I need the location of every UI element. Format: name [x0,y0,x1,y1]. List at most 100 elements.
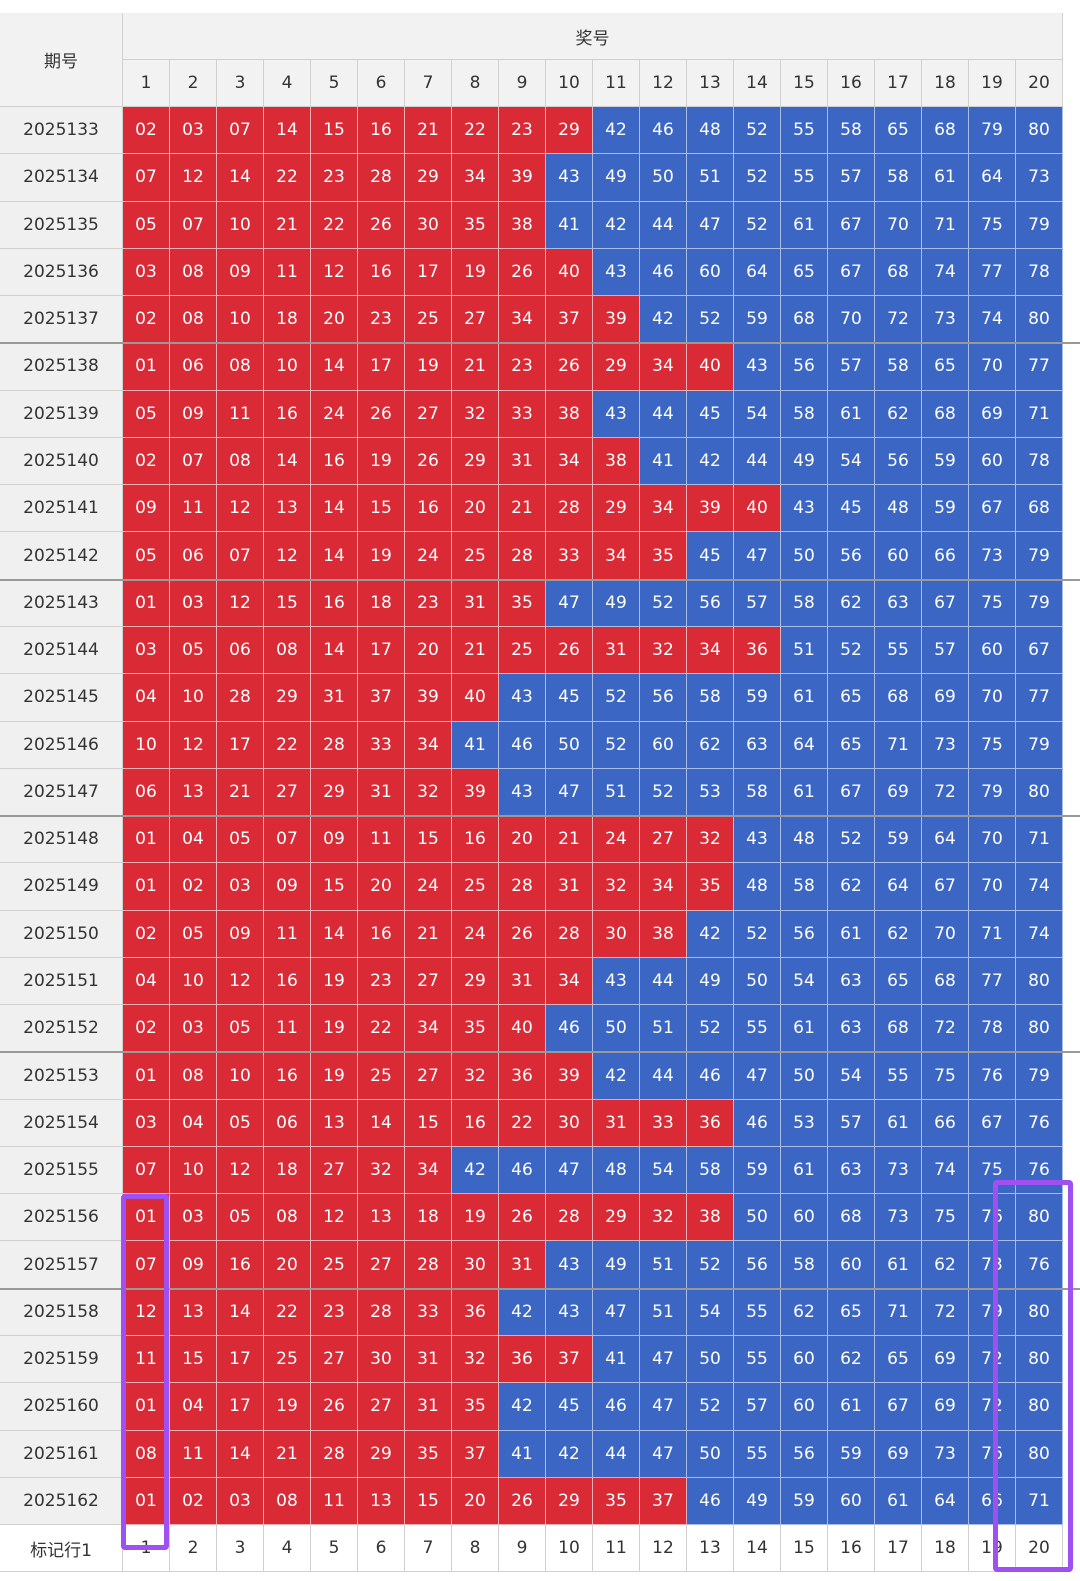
number-cell: 68 [922,390,969,438]
number-cell: 70 [969,343,1016,391]
footer-label: 标记行1 [0,1525,123,1573]
number-cell: 44 [593,1430,640,1478]
number-cell: 44 [734,437,781,486]
number-cell: 40 [546,248,593,297]
number-cell: 73 [875,1194,922,1242]
number-cell: 22 [452,107,499,155]
number-cell: 39 [546,1052,593,1100]
number-cell: 22 [311,201,358,249]
number-cell: 33 [358,721,405,769]
number-cell: 69 [969,390,1016,438]
number-cell: 20 [358,863,405,911]
number-cell: 32 [640,1194,687,1242]
period-cell: 2025146 [0,721,123,769]
number-cell: 33 [405,1288,452,1337]
number-cell: 49 [687,957,734,1006]
number-cell: 56 [781,910,828,958]
number-cell: 23 [311,154,358,202]
number-cell: 63 [828,957,875,1006]
number-cell: 17 [217,1336,264,1384]
number-cell: 52 [828,816,875,864]
number-cell: 72 [969,1383,1016,1431]
number-cell: 73 [922,296,969,344]
number-cell: 32 [593,863,640,911]
number-cell: 14 [264,107,311,155]
number-cell: 26 [499,1194,546,1242]
number-cell: 10 [217,201,264,249]
number-cell: 17 [217,721,264,769]
number-cell: 23 [499,343,546,391]
number-cell: 26 [546,626,593,675]
number-cell: 72 [922,1005,969,1053]
number-cell: 79 [1016,532,1063,580]
number-cell: 70 [875,201,922,249]
number-cell: 20 [452,485,499,533]
number-cell: 22 [264,721,311,769]
footer-cell: 3 [217,1525,264,1573]
number-cell: 29 [358,1430,405,1478]
number-cell: 27 [405,1052,452,1100]
number-cell: 79 [969,768,1016,817]
number-cell: 21 [217,768,264,817]
number-cell: 65 [828,1288,875,1337]
number-cell: 03 [170,1005,217,1053]
number-cell: 65 [875,957,922,1006]
number-cell: 26 [499,248,546,297]
number-cell: 59 [781,1477,828,1526]
number-cell: 45 [687,390,734,438]
number-cell: 75 [922,1052,969,1100]
column-header: 2 [170,60,217,107]
number-cell: 61 [828,390,875,438]
number-cell: 48 [781,816,828,864]
period-cell: 2025141 [0,485,123,533]
number-cell: 34 [546,437,593,486]
number-cell: 06 [264,1099,311,1147]
number-cell: 24 [405,532,452,580]
number-cell: 56 [875,437,922,486]
number-cell: 78 [1016,248,1063,297]
number-cell: 32 [687,816,734,864]
number-cell: 43 [499,768,546,817]
number-cell: 55 [781,107,828,155]
number-cell: 19 [311,957,358,1006]
number-cell: 36 [499,1336,546,1384]
number-cell: 30 [358,1336,405,1384]
number-cell: 46 [640,107,687,155]
number-cell: 02 [170,1477,217,1526]
number-cell: 68 [781,296,828,344]
number-cell: 05 [170,626,217,675]
number-cell: 59 [734,296,781,344]
number-cell: 80 [1016,1288,1063,1337]
number-cell: 01 [123,1383,170,1431]
number-cell: 69 [922,1383,969,1431]
number-cell: 65 [875,107,922,155]
column-header: 10 [546,60,593,107]
number-cell: 15 [311,863,358,911]
highlight-box [993,1180,1073,1572]
number-cell: 05 [123,390,170,438]
number-cell: 51 [687,154,734,202]
number-cell: 52 [687,1005,734,1053]
number-cell: 49 [781,437,828,486]
number-cell: 31 [311,674,358,722]
footer-cell: 15 [781,1525,828,1573]
number-cell: 73 [875,1146,922,1195]
number-cell: 26 [499,1477,546,1526]
period-cell: 2025157 [0,1241,123,1289]
number-cell: 61 [875,1477,922,1526]
number-cell: 50 [734,957,781,1006]
number-cell: 16 [264,1052,311,1100]
number-cell: 23 [499,107,546,155]
number-cell: 52 [734,154,781,202]
number-cell: 24 [405,863,452,911]
number-cell: 63 [828,1005,875,1053]
period-cell: 2025154 [0,1099,123,1147]
number-cell: 07 [170,201,217,249]
number-cell: 03 [170,1194,217,1242]
number-cell: 56 [687,579,734,627]
number-cell: 29 [452,437,499,486]
number-cell: 10 [170,674,217,722]
number-cell: 60 [640,721,687,769]
number-cell: 28 [358,1288,405,1337]
number-cell: 19 [311,1005,358,1053]
